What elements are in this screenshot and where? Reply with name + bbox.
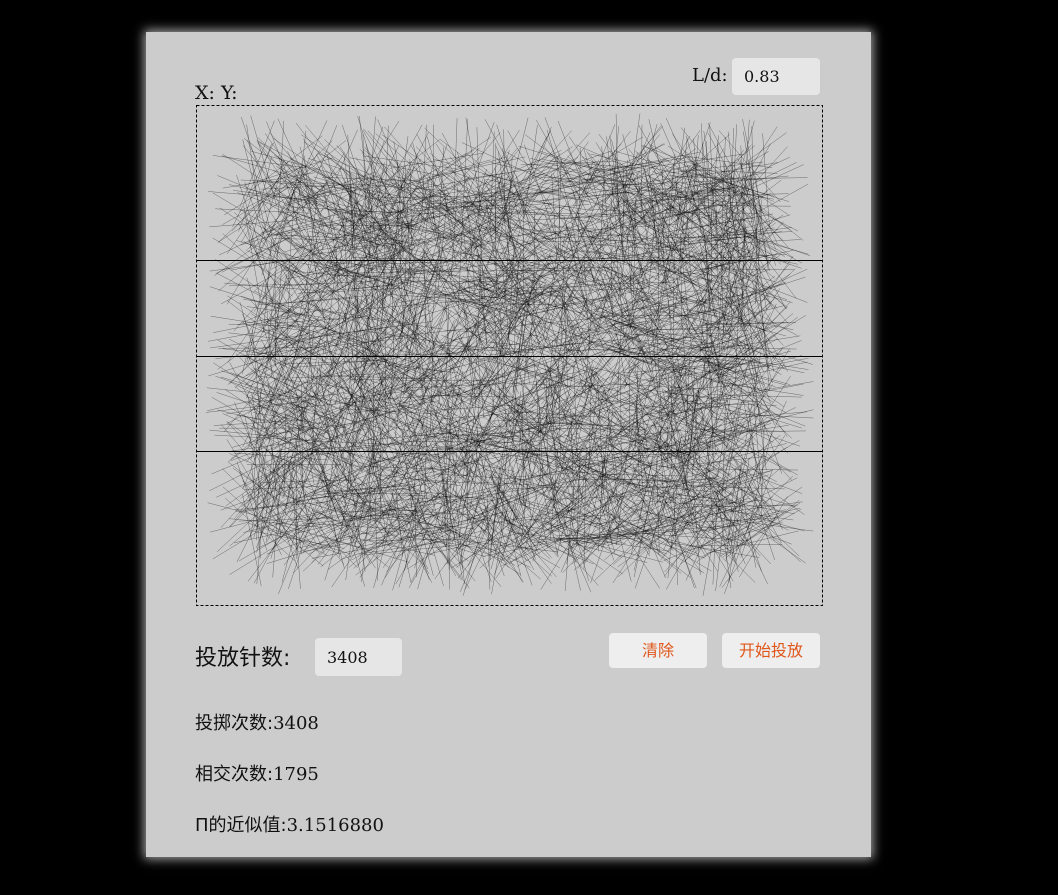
throws-label: 投掷次数: (195, 713, 274, 734)
needle-simulation-svg (196, 105, 823, 606)
intersections-value: 1795 (273, 764, 319, 785)
start-button[interactable]: 开始投放 (722, 633, 820, 668)
main-panel: X: Y: L/d: 投放针数: 清除 开始投放 投掷次数:3408 相交次数:… (146, 32, 871, 857)
needle-strokes (205, 113, 814, 596)
needle-count-label: 投放针数: (195, 646, 291, 671)
throws-stat: 投掷次数:3408 (195, 709, 319, 735)
intersections-label: 相交次数: (195, 764, 274, 785)
simulation-canvas[interactable] (196, 105, 823, 606)
needle-count-input[interactable] (315, 638, 402, 676)
pi-label: Π的近似值: (195, 815, 287, 836)
ld-label: L/d: (692, 65, 728, 86)
pi-stat: Π的近似值:3.1516880 (195, 811, 384, 837)
canvas-border (196, 105, 823, 606)
intersections-stat: 相交次数:1795 (195, 760, 319, 786)
pi-value: 3.1516880 (286, 815, 384, 836)
coordinate-readout: X: Y: (195, 82, 238, 104)
needles-group (205, 113, 814, 596)
throws-value: 3408 (273, 713, 319, 734)
ld-input[interactable] (732, 58, 820, 95)
parallel-lines-group (196, 260, 823, 452)
clear-button[interactable]: 清除 (609, 633, 707, 668)
